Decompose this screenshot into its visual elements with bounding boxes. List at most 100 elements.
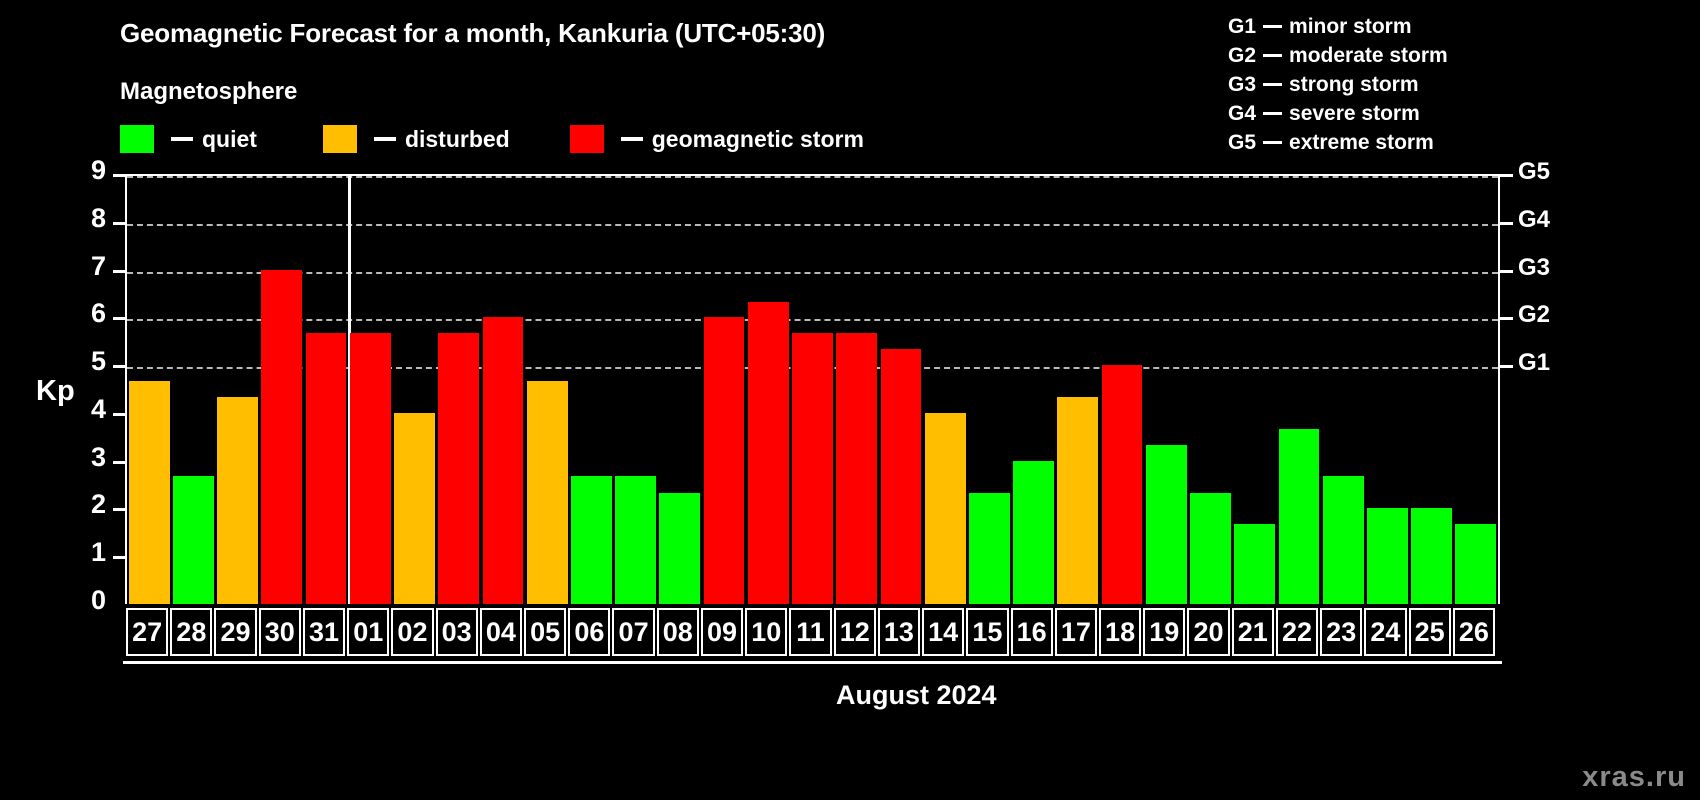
gscale-key: G1 minor storm G2 moderate storm G3 strong st… [1228,12,1448,157]
day-label-02: 02 [391,608,434,656]
gscale-dash-icon [1263,83,1283,86]
legend-entry-quiet: quiet [120,125,257,153]
bar-day-09[interactable] [703,317,745,604]
bar-day-18[interactable] [1101,365,1143,604]
day-label-19: 19 [1143,608,1186,656]
bar-day-13[interactable] [880,349,922,604]
gscale-description: minor storm [1289,15,1412,38]
bar-day-31[interactable] [305,333,347,604]
bar-day-12[interactable] [836,333,878,604]
legend-label: quiet [202,125,257,152]
disturbed-swatch [322,125,357,153]
gscale-line-g4: G4 severe storm [1228,99,1448,128]
day-label-20: 20 [1187,608,1230,656]
y-tick-2: 2 [90,489,106,520]
day-label-08: 08 [656,608,699,656]
bar-day-06[interactable] [570,476,612,604]
day-label-03: 03 [435,608,478,656]
g-tick-mark-g1 [1500,365,1513,369]
day-axis: 27 28 29 30 31 01 02 03 04 05 06 07 08 09 10 11 12 13 14 15… [125,608,1500,656]
legend-label: geomagnetic storm [651,125,864,152]
g-tick-g5: G5 [1518,158,1551,185]
bar-day-24[interactable] [1367,508,1408,604]
bar-day-05[interactable] [526,380,568,604]
day-label-27: 27 [126,608,169,656]
bar-day-14[interactable] [924,412,966,604]
bar-day-19[interactable] [1145,444,1187,604]
bar-day-28[interactable] [172,476,214,604]
watermark: xras.ru [1582,761,1686,793]
day-label-05: 05 [524,608,567,656]
day-label-28: 28 [170,608,213,656]
y-tick-5: 5 [90,346,106,377]
legend-dash-icon [171,137,193,141]
legend-dash-icon [620,137,643,141]
bar-day-20[interactable] [1190,492,1231,604]
bar-day-22[interactable] [1278,428,1320,604]
gscale-code: G3 [1228,73,1257,96]
y-tick-mark-5 [113,365,125,369]
bar-day-01[interactable] [349,333,391,604]
day-label-04: 04 [479,608,523,656]
bar-day-04[interactable] [482,317,524,604]
bar-day-02[interactable] [394,412,435,604]
g-tick-mark-g3 [1500,269,1513,273]
day-label-31: 31 [302,608,346,656]
day-label-13: 13 [877,608,921,656]
y-tick-mark-3 [113,460,125,464]
y-tick-4: 4 [90,393,106,424]
gridline-kp-8 [127,223,1498,226]
bar-day-07[interactable] [615,476,656,604]
legend-entry-disturbed: disturbed [322,125,510,153]
gscale-line-g5: G5 extreme storm [1228,128,1448,157]
gscale-description: extreme storm [1289,131,1434,154]
day-label-21: 21 [1231,608,1274,656]
day-label-16: 16 [1010,608,1053,656]
day-label-14: 14 [922,608,965,656]
gscale-dash-icon [1263,112,1283,115]
bar-day-29[interactable] [217,397,258,604]
gscale-line-g2: G2 moderate storm [1228,41,1448,70]
bar-day-17[interactable] [1057,397,1099,604]
day-label-22: 22 [1275,608,1319,656]
day-label-10: 10 [745,608,788,656]
y-tick-mark-9 [113,174,125,177]
gscale-line-g3: G3 strong storm [1228,70,1448,99]
bar-day-16[interactable] [1013,460,1055,604]
page-title: Geomagnetic Forecast for a month, Kankur… [120,18,826,48]
y-tick-0: 0 [90,585,106,615]
bar-day-26[interactable] [1455,524,1497,604]
g-tick-g3: G3 [1518,253,1551,281]
g-tick-g2: G2 [1518,301,1551,329]
bar-day-08[interactable] [659,492,701,604]
y-tick-mark-6 [113,317,125,321]
g-tick-mark-g4 [1500,221,1513,225]
bar-day-10[interactable] [747,301,789,604]
day-label-12: 12 [833,608,876,656]
day-label-15: 15 [966,608,1009,656]
axis-baseline [123,661,1502,664]
y-tick-mark-2 [113,508,125,512]
legend-label: disturbed [404,125,510,152]
g-tick-mark-g5 [1500,174,1513,177]
y-tick-7: 7 [90,250,106,281]
day-label-17: 17 [1054,608,1097,656]
y-tick-1: 1 [90,537,106,568]
y-axis-label: Kp [36,375,75,407]
bar-day-03[interactable] [438,333,480,604]
bar-day-23[interactable] [1322,476,1364,604]
x-axis-label: August 2024 [836,680,997,710]
y-tick-mark-1 [113,556,125,560]
gscale-dash-icon [1263,54,1283,57]
day-label-24: 24 [1364,608,1407,656]
bar-day-25[interactable] [1411,508,1453,604]
gscale-line-g1: G1 minor storm [1228,12,1448,41]
y-tick-9: 9 [90,155,106,185]
day-label-29: 29 [214,608,257,656]
g-tick-g4: G4 [1518,205,1551,233]
bar-day-30[interactable] [261,269,303,604]
bar-day-11[interactable] [792,333,833,604]
bar-day-21[interactable] [1234,524,1276,604]
bar-day-27[interactable] [128,380,170,604]
bar-day-15[interactable] [968,492,1010,604]
